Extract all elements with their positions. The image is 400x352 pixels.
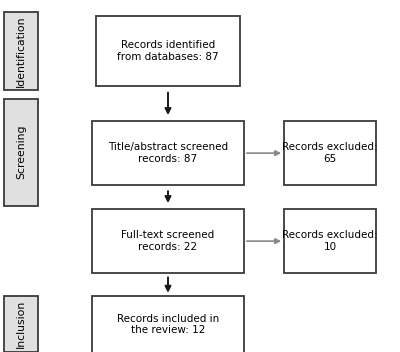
Bar <box>4 296 38 352</box>
Bar <box>96 16 240 86</box>
Text: Records identified
from databases: 87: Records identified from databases: 87 <box>117 40 219 62</box>
Text: Identification: Identification <box>16 15 26 87</box>
Bar <box>284 121 376 185</box>
Text: Records included in
the review: 12: Records included in the review: 12 <box>117 314 219 335</box>
Bar <box>4 99 38 206</box>
Bar <box>92 209 244 273</box>
Text: Inclusion: Inclusion <box>16 300 26 348</box>
Bar <box>92 296 244 352</box>
Text: Records excluded:
65: Records excluded: 65 <box>282 142 378 164</box>
Text: Title/abstract screened
records: 87: Title/abstract screened records: 87 <box>108 142 228 164</box>
Bar <box>284 209 376 273</box>
Bar <box>92 121 244 185</box>
Bar <box>4 12 38 90</box>
Text: Full-text screened
records: 22: Full-text screened records: 22 <box>121 230 215 252</box>
Text: Records excluded:
10: Records excluded: 10 <box>282 230 378 252</box>
Text: Screening: Screening <box>16 125 26 180</box>
